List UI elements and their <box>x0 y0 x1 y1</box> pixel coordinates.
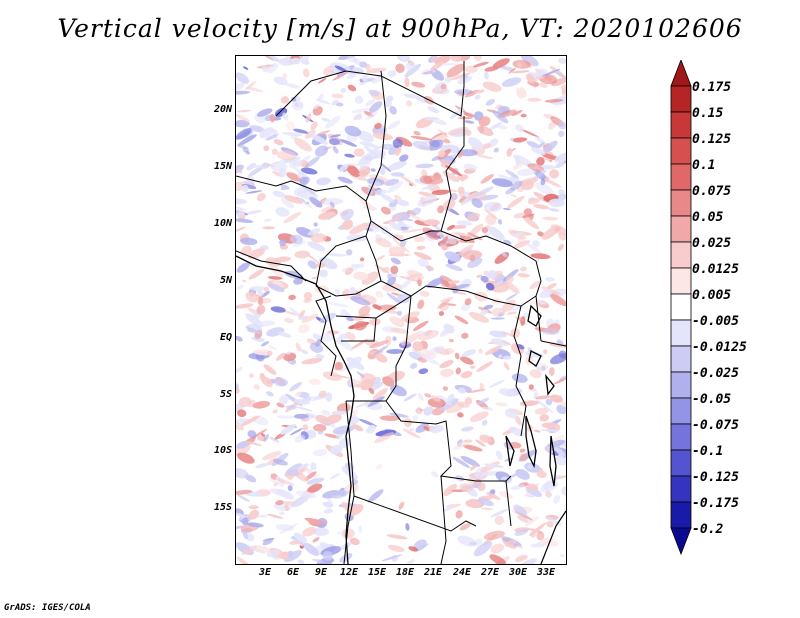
lon-label: 27E <box>480 567 500 578</box>
colorbar-segment <box>670 267 692 295</box>
colorbar-segment <box>670 241 692 269</box>
colorbar-segment <box>670 137 692 165</box>
lon-label: 6E <box>286 567 300 578</box>
lat-label: 15S <box>213 502 232 513</box>
lon-label: 30E <box>508 567 528 578</box>
lon-label: 9E <box>314 567 328 578</box>
colorbar-label: -0.2 <box>692 522 724 537</box>
colorbar-label: 0.005 <box>692 288 732 303</box>
colorbar-label: 0.15 <box>692 106 724 121</box>
lon-label: 12E <box>339 567 359 578</box>
colorbar-label: 0.175 <box>692 80 732 95</box>
colorbar-segment <box>670 371 692 399</box>
colorbar-label: 0.05 <box>692 210 724 225</box>
colorbar-segment <box>670 345 692 373</box>
colorbar-segment <box>670 449 692 477</box>
colorbar-label: 0.1 <box>692 158 716 173</box>
colorbar-label: -0.025 <box>692 366 739 381</box>
colorbar-segment <box>670 85 692 113</box>
colorbar-label: -0.125 <box>692 470 739 485</box>
country-borders <box>236 61 566 564</box>
lat-label: 15N <box>213 161 232 172</box>
colorbar-label: -0.05 <box>692 392 732 407</box>
colorbar-label: 0.025 <box>692 236 732 251</box>
colorbar-label: -0.0125 <box>692 340 747 355</box>
lon-label: 33E <box>536 567 556 578</box>
colorbar-segment <box>670 397 692 425</box>
lat-label: 5S <box>219 389 232 400</box>
colorbar-label: -0.005 <box>692 314 739 329</box>
lat-label: 10N <box>213 218 232 229</box>
lon-label: 3E <box>258 567 272 578</box>
lat-label: EQ <box>219 332 232 343</box>
colorbar-segment <box>670 111 692 139</box>
footer-credit: GrADS: IGES/COLA <box>4 603 91 613</box>
lakes <box>505 304 557 487</box>
lon-label: 18E <box>395 567 415 578</box>
colorbar-segment <box>670 423 692 451</box>
colorbar-label: 0.0125 <box>692 262 739 277</box>
coastline <box>236 255 355 564</box>
lat-label: 20N <box>213 104 232 115</box>
colorbar-segment <box>670 293 692 321</box>
colorbar-label: -0.1 <box>692 444 724 459</box>
vertical-velocity-field <box>236 56 566 564</box>
lon-label: 24E <box>452 567 472 578</box>
colorbar-label: -0.175 <box>692 496 739 511</box>
map-plot <box>235 55 567 565</box>
colorbar-label: 0.125 <box>692 132 732 147</box>
colorbar-segment <box>670 60 692 87</box>
colorbar-segment <box>670 527 692 556</box>
lon-label: 21E <box>423 567 443 578</box>
lat-label: 5N <box>219 275 232 286</box>
lon-label: 15E <box>367 567 387 578</box>
colorbar-segment <box>670 501 692 529</box>
colorbar-segment <box>670 163 692 191</box>
colorbar-segment <box>670 319 692 347</box>
colorbar-label: -0.075 <box>692 418 739 433</box>
colorbar-segment <box>670 215 692 243</box>
lat-label: 10S <box>213 445 232 456</box>
chart-title: Vertical velocity [m/s] at 900hPa, VT: 2… <box>57 14 743 43</box>
colorbar-segment <box>670 189 692 217</box>
colorbar <box>670 60 692 556</box>
colorbar-segment <box>670 475 692 503</box>
colorbar-label: 0.075 <box>692 184 732 199</box>
